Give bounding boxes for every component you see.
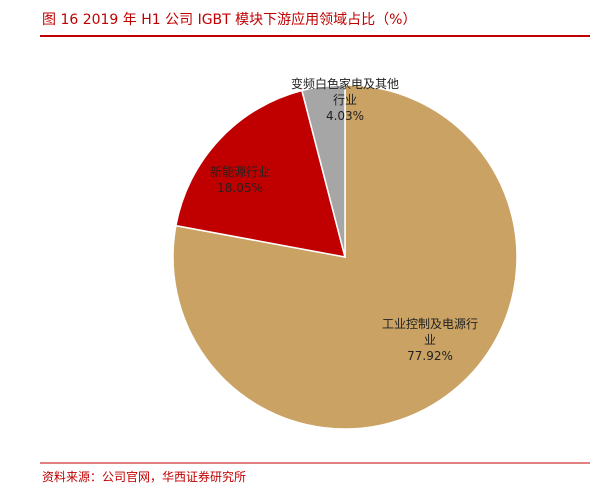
slice-value: 4.03% xyxy=(325,109,365,123)
pie-slice xyxy=(300,84,346,258)
slice-value: 77.92% xyxy=(407,349,453,363)
slice-category: 变频白色家电及其他行业 xyxy=(290,77,399,107)
chart-title: 图 16 2019 年 H1 公司 IGBT 模块下游应用领域占比（%） xyxy=(42,12,417,28)
data-label: 新能源行业 18.05% xyxy=(200,164,280,196)
slice-category: 新能源行业 xyxy=(209,165,270,179)
pie-slice xyxy=(175,89,347,258)
slice-category: 工业控制及电源行业 xyxy=(381,317,478,347)
data-label: 变频白色家电及其他行业 4.03% xyxy=(290,76,400,124)
slice-value: 18.05% xyxy=(217,181,263,195)
source-note: 资料来源：公司官网，华西证券研究所 xyxy=(42,470,247,484)
data-label: 工业控制及电源行业 77.92% xyxy=(380,316,480,364)
